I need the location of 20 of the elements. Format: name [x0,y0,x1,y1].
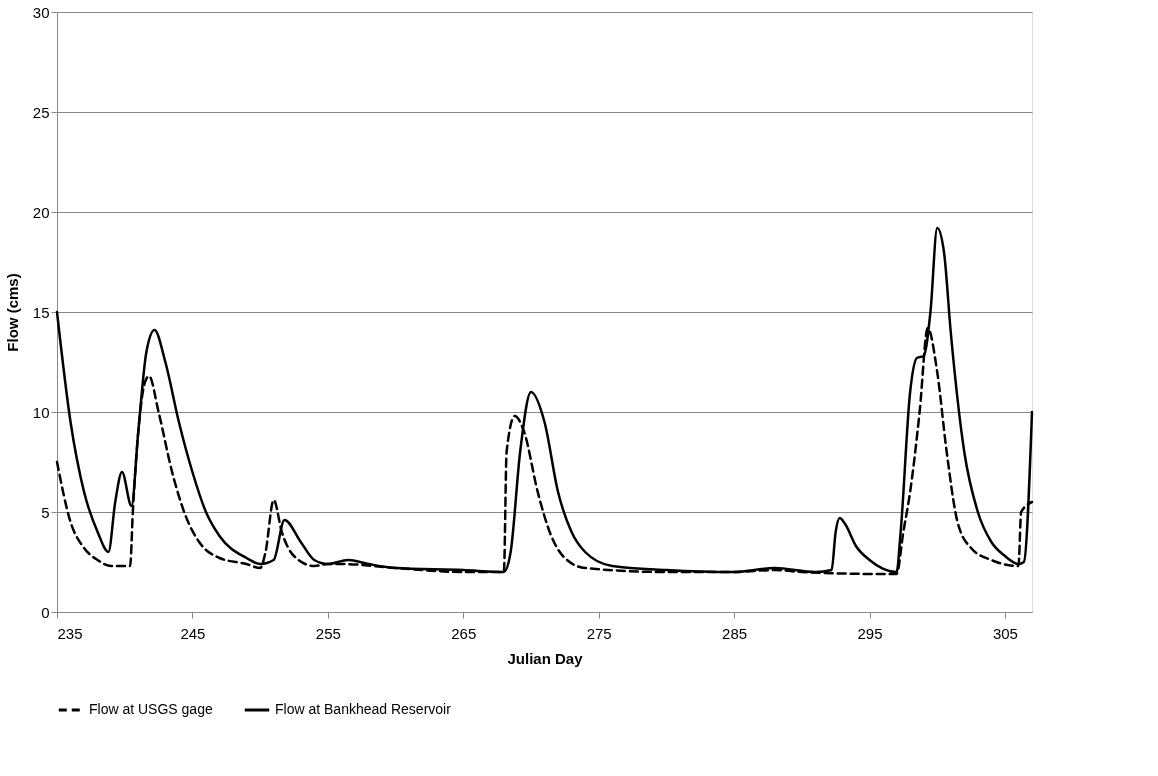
x-tick-label: 255 [315,624,341,642]
y-tick-label: 20 [32,203,50,221]
legend-label: Flow at USGS gage [89,701,213,717]
y-tick-label: 0 [41,603,50,621]
y-tick-label: 30 [32,3,50,21]
legend-label: Flow at Bankhead Reservoir [275,701,452,717]
x-tick-label: 275 [586,624,612,642]
y-tick-label: 10 [32,403,50,421]
y-tick-label: 5 [41,503,50,521]
x-tick-label: 265 [451,624,477,642]
y-tick-label: 15 [32,303,50,321]
line-series [55,226,1034,574]
x-axis-title: Julian Day [507,649,584,667]
x-tick-label: 235 [57,624,83,642]
x-tick-label: 285 [722,624,748,642]
y-axis-title: Flow (cms) [3,273,21,352]
y-tick-label: 25 [32,103,50,121]
x-tick-label: 295 [857,624,883,642]
x-tick-label: 245 [180,624,206,642]
x-tick-label: 305 [992,624,1018,642]
